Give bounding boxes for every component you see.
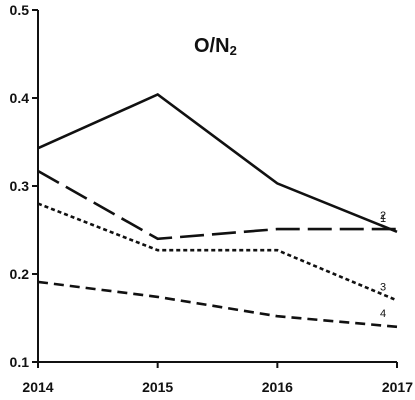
series-line-1 xyxy=(37,93,398,234)
series-label-3: 3 xyxy=(380,281,386,293)
series-lines xyxy=(37,93,398,329)
y-tick-label: 0.1 xyxy=(10,354,30,370)
x-tick-label: 2016 xyxy=(262,379,293,395)
y-tick-label: 0.4 xyxy=(10,90,30,106)
series-line-4 xyxy=(37,280,398,329)
y-tick-label: 0.3 xyxy=(10,178,30,194)
x-tick-label: 2017 xyxy=(382,379,413,395)
series-label-4: 4 xyxy=(380,308,386,320)
y-tick-label: 0.5 xyxy=(10,2,30,18)
y-tick-label: 0.2 xyxy=(10,266,30,282)
x-tick-label: 2014 xyxy=(22,379,53,395)
ticks: 0.1 0.2 0.3 0.4 0.5 2014 2015 2016 2017 xyxy=(10,2,414,395)
chart-title: O/N2 xyxy=(194,35,237,58)
x-tick-label: 2015 xyxy=(142,379,173,395)
series-labels: 12 3 4 xyxy=(380,210,386,320)
series-line-3 xyxy=(37,202,398,302)
series-label-1: 1 xyxy=(380,213,386,225)
chart-title-subscript: 2 xyxy=(230,43,237,58)
series-label-2: 2 xyxy=(380,210,386,222)
chart-title-main: O/N xyxy=(194,35,230,57)
series-line-2 xyxy=(37,169,397,241)
axes xyxy=(37,10,397,363)
